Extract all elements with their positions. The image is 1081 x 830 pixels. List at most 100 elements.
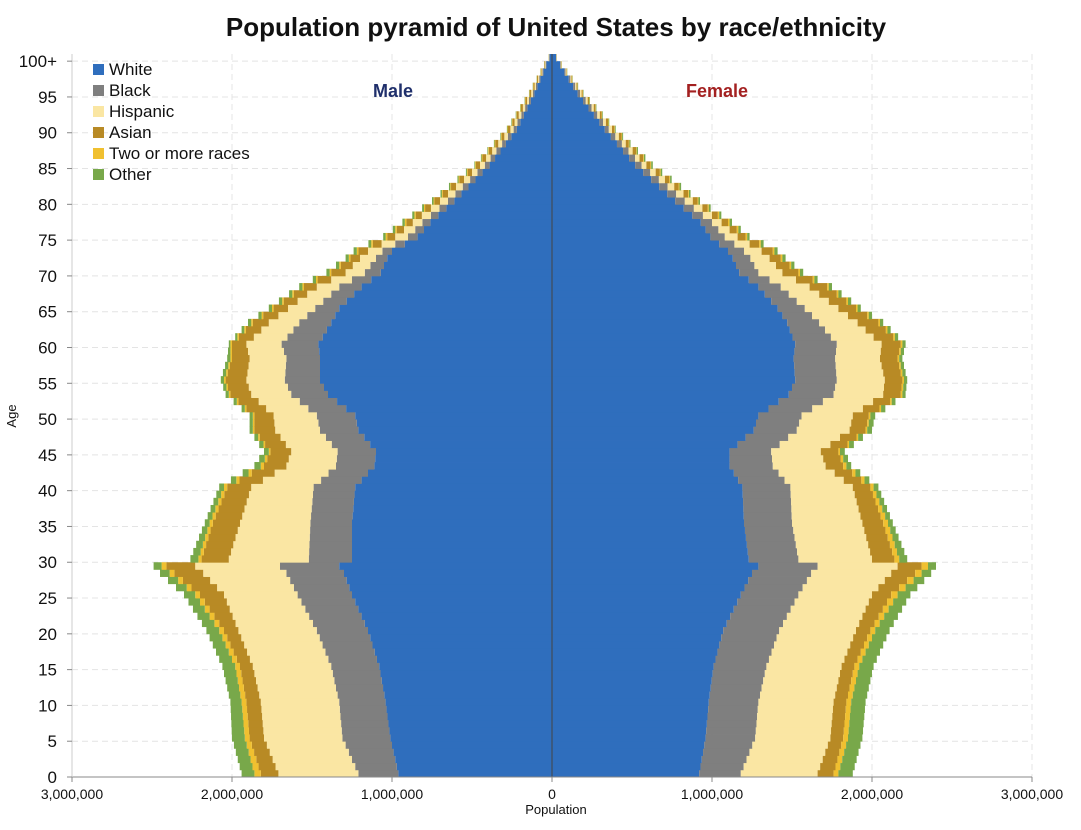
- female-bar-other: [774, 247, 778, 255]
- male-bar-hispanic: [262, 476, 322, 484]
- male-bar-two-or-more-races: [237, 676, 243, 685]
- male-bar-asian: [182, 576, 211, 585]
- female-bar-hispanic: [772, 454, 824, 463]
- legend-label-asian: Asian: [109, 123, 152, 142]
- female-bar-black: [737, 440, 780, 449]
- female-bar-other: [890, 526, 896, 535]
- male-bar-asian: [372, 240, 382, 248]
- female-bar-hispanic: [763, 676, 839, 685]
- male-bar-white: [322, 333, 552, 341]
- female-bar-other: [902, 368, 906, 377]
- female-bar-black: [729, 454, 772, 463]
- female-bar-black: [635, 161, 642, 169]
- female-bar-hispanic: [768, 655, 845, 663]
- female-bar-black: [794, 361, 836, 370]
- male-bar-two-or-more-races: [481, 154, 483, 162]
- female-bar-two-or-more-races: [636, 147, 637, 155]
- female-bar-asian: [831, 719, 845, 728]
- female-bar-hispanic: [836, 368, 884, 377]
- male-bar-asian: [232, 354, 250, 363]
- female-bar-black: [746, 540, 796, 549]
- male-bar-black: [542, 68, 544, 76]
- female-bar-white: [552, 576, 749, 585]
- female-bar-asian: [825, 748, 840, 756]
- female-bar-other: [894, 540, 902, 549]
- male-bar-black: [308, 404, 347, 413]
- male-bar-black: [376, 254, 388, 262]
- female-bar-asian: [593, 104, 596, 112]
- male-bar-hispanic: [217, 583, 294, 592]
- male-bar-other: [225, 676, 238, 685]
- female-bar-hispanic: [628, 147, 633, 155]
- female-bar-white: [552, 161, 636, 169]
- male-bar-black: [291, 390, 328, 399]
- male-bar-black: [517, 118, 521, 126]
- female-bar-asian: [599, 111, 602, 119]
- male-bar-white: [356, 419, 552, 427]
- female-bar-hispanic: [684, 197, 693, 205]
- male-bar-hispanic: [248, 361, 286, 370]
- male-bar-asian: [415, 211, 422, 220]
- female-bar-other: [873, 483, 879, 492]
- male-bar-black: [415, 225, 424, 234]
- male-bar-other: [289, 290, 293, 298]
- female-bar-hispanic: [836, 376, 885, 384]
- male-bar-hispanic: [412, 218, 423, 227]
- x-axis-label: Population: [525, 802, 586, 817]
- male-bar-two-or-more-races: [236, 476, 240, 484]
- female-bar-asian: [712, 211, 718, 220]
- female-bar-other: [894, 333, 899, 341]
- female-bar-black: [675, 197, 685, 205]
- female-bar-white: [552, 590, 741, 599]
- male-bar-other: [422, 204, 424, 212]
- female-bar-other: [840, 762, 855, 771]
- female-bar-asian: [761, 247, 773, 255]
- male-bar-two-or-more-races: [214, 619, 220, 628]
- male-bar-black: [331, 290, 355, 298]
- male-bar-two-or-more-races: [424, 204, 426, 212]
- female-bar-other: [760, 240, 764, 248]
- female-bar-black: [709, 691, 760, 699]
- male-bar-asian: [247, 705, 262, 713]
- female-bar-two-or-more-races: [899, 361, 901, 370]
- female-bar-two-or-more-races: [846, 297, 848, 305]
- male-bar-other: [207, 512, 213, 520]
- male-bar-asian: [512, 118, 515, 126]
- female-bar-asian: [769, 254, 781, 262]
- male-bar-asian: [501, 132, 505, 141]
- y-tick-label: 45: [38, 446, 57, 465]
- female-bar-other: [879, 497, 885, 506]
- male-bar-hispanic: [231, 547, 310, 556]
- male-bar-white: [328, 390, 552, 399]
- female-bar-asian: [838, 304, 856, 313]
- male-bar-other: [201, 526, 208, 535]
- male-bar-hispanic: [527, 96, 529, 105]
- male-bar-two-or-more-races: [224, 376, 226, 384]
- female-bar-hispanic: [812, 311, 848, 320]
- female-bar-hispanic: [791, 497, 857, 506]
- male-bar-hispanic: [456, 182, 463, 191]
- male-bar-black: [325, 648, 375, 656]
- female-bar-white: [552, 225, 706, 234]
- female-bar-other: [868, 311, 872, 320]
- female-bar-hispanic: [830, 333, 874, 341]
- female-bar-white: [552, 275, 749, 284]
- female-bar-black: [748, 275, 770, 284]
- female-bar-hispanic: [801, 411, 853, 420]
- female-bar-other: [904, 376, 908, 384]
- female-bar-white: [552, 426, 754, 434]
- male-bar-asian: [529, 89, 532, 98]
- male-bar-other: [230, 476, 237, 484]
- female-bar-hispanic: [791, 512, 861, 520]
- female-bar-white: [552, 118, 600, 126]
- female-bar-asian: [852, 483, 871, 492]
- female-bar-two-or-more-races: [878, 612, 885, 620]
- male-bar-other: [199, 533, 206, 542]
- female-bar-asian: [612, 125, 615, 134]
- male-bar-asian: [254, 748, 270, 756]
- female-bar-two-or-more-races: [848, 691, 853, 699]
- male-bar-asian: [254, 426, 276, 434]
- female-bar-hispanic: [757, 712, 833, 721]
- female-bar-asian: [880, 354, 898, 363]
- male-bar-black: [307, 311, 336, 320]
